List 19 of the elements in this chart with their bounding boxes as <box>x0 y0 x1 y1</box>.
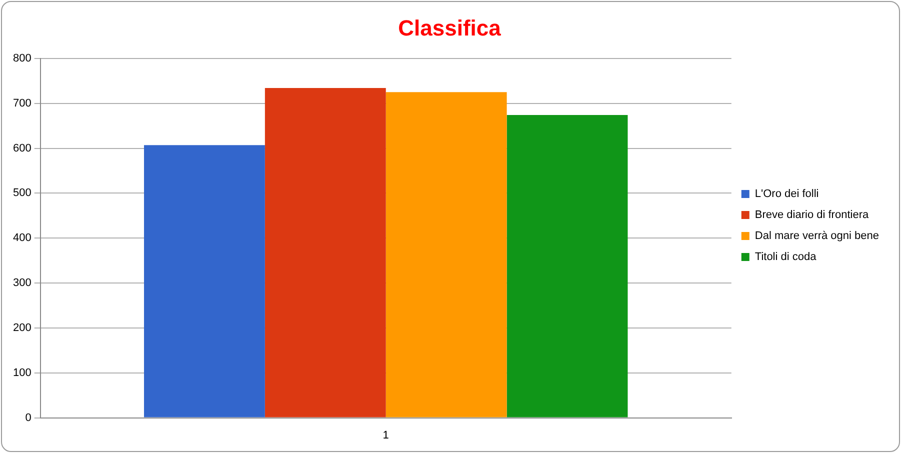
y-tick-label: 800 <box>12 52 32 64</box>
y-tick-label: 100 <box>12 366 32 379</box>
bar <box>264 88 386 418</box>
legend-label: Titoli di coda <box>754 251 818 264</box>
y-tick-label: 0 <box>25 412 32 424</box>
y-tick-label: 400 <box>12 232 32 244</box>
legend-label: Breve diario di frontiera <box>754 209 870 222</box>
y-tick-label: 700 <box>12 97 32 110</box>
y-tick-label: 200 <box>12 322 32 334</box>
y-tick-label: 500 <box>12 187 32 200</box>
x-tick-label: 1 <box>382 429 389 442</box>
legend-label: L'Oro dei folli <box>754 188 819 200</box>
bar <box>144 145 265 418</box>
chart-title: Classifica <box>398 15 502 40</box>
legend-label: Dal mare verrà ogni bene <box>754 230 880 242</box>
y-tick-label: 300 <box>12 277 32 290</box>
y-tick-label: 600 <box>12 142 32 154</box>
bar <box>506 115 628 418</box>
bar <box>386 92 507 418</box>
